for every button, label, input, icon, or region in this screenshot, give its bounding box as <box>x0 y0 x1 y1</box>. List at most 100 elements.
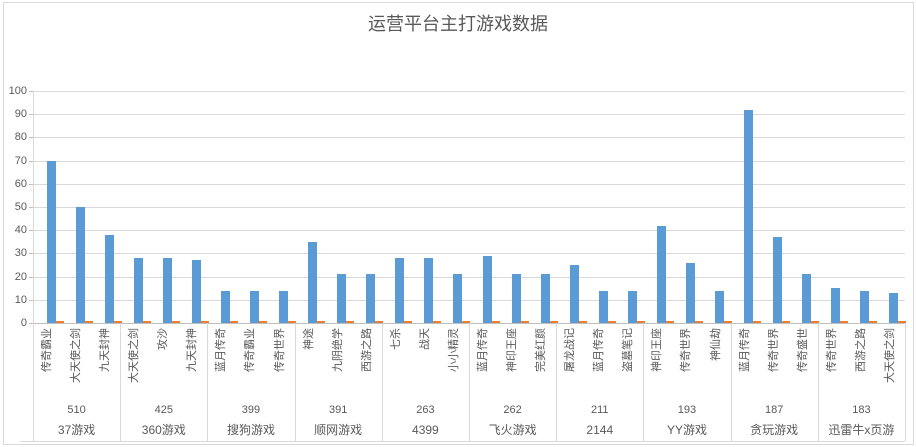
y-axis-line <box>33 91 34 323</box>
bar-secondary[interactable] <box>346 321 355 323</box>
gridline <box>33 160 905 162</box>
bar-secondary[interactable] <box>84 321 93 323</box>
bar-secondary[interactable] <box>869 321 878 323</box>
y-axis-tick-label: 50 <box>14 201 27 213</box>
bar-primary[interactable] <box>744 109 754 323</box>
gridline <box>33 114 905 116</box>
platform-label: 360游戏 <box>141 423 186 437</box>
bar-secondary[interactable] <box>840 321 849 323</box>
bar-secondary[interactable] <box>753 321 762 323</box>
bar-secondary[interactable] <box>520 321 529 323</box>
bar-secondary[interactable] <box>811 321 820 323</box>
bar-primary[interactable] <box>220 290 230 323</box>
bar-primary[interactable] <box>715 290 725 323</box>
bar-secondary[interactable] <box>258 321 267 323</box>
bar-primary[interactable] <box>104 234 114 323</box>
game-label: 蓝月传奇 <box>215 328 228 372</box>
game-label: 神仙劫 <box>709 328 722 361</box>
bar-secondary[interactable] <box>782 321 791 323</box>
game-label: 传奇世界 <box>825 328 838 372</box>
bar-secondary[interactable] <box>317 321 326 323</box>
bar-secondary[interactable] <box>694 321 703 323</box>
y-axis-tick-label: 10 <box>14 293 27 306</box>
game-label-cell: 传奇霸业 <box>33 328 62 403</box>
bar-secondary[interactable] <box>549 321 558 323</box>
group-number-label: 187 <box>765 404 784 416</box>
bar-secondary[interactable] <box>491 321 500 323</box>
bar-primary[interactable] <box>308 241 318 323</box>
y-axis-tick-mark <box>29 114 33 116</box>
y-axis-tick-mark <box>29 137 33 139</box>
bar-secondary[interactable] <box>288 321 297 323</box>
bar-secondary[interactable] <box>229 321 238 323</box>
group-separator <box>294 323 296 441</box>
game-label: 神途 <box>302 328 315 350</box>
chart-title: 运营平台主打游戏数据 <box>368 14 548 34</box>
game-label: 九天封神 <box>186 328 199 372</box>
bar-secondary[interactable] <box>375 321 384 323</box>
bar-secondary[interactable] <box>462 321 471 323</box>
game-label-cell: 传奇霸业 <box>236 328 265 403</box>
y-axis-tick-label: 70 <box>14 154 27 167</box>
platform-label: 37游戏 <box>57 423 96 437</box>
bar-secondary[interactable] <box>200 321 209 323</box>
group-number-label: 193 <box>677 404 697 416</box>
bar-secondary[interactable] <box>171 321 180 323</box>
bar-secondary[interactable] <box>898 321 907 323</box>
bar-primary[interactable] <box>511 274 521 323</box>
bar-primary[interactable] <box>540 274 550 323</box>
bar-primary[interactable] <box>249 290 259 323</box>
bar-primary[interactable] <box>453 274 463 323</box>
gridline <box>33 183 905 185</box>
bar-primary[interactable] <box>133 258 143 323</box>
platform-label: 搜狗游戏 <box>226 423 275 437</box>
bar-primary[interactable] <box>337 274 347 323</box>
bar-primary[interactable] <box>162 258 172 323</box>
platform-label: 飞火游戏 <box>488 423 537 437</box>
y-axis-tick-mark <box>29 207 33 208</box>
game-label: 传奇霸业 <box>41 328 53 372</box>
bar-primary[interactable] <box>889 292 899 323</box>
game-label-cell: 传奇世界 <box>266 328 295 403</box>
gridline <box>33 276 905 278</box>
bar-primary[interactable] <box>656 225 666 323</box>
bar-secondary[interactable] <box>113 321 122 323</box>
game-label-cell: 西游之路 <box>847 328 876 403</box>
bar-secondary[interactable] <box>404 321 413 323</box>
bar-primary[interactable] <box>860 290 870 323</box>
bar-primary[interactable] <box>685 262 695 323</box>
bar-secondary[interactable] <box>433 321 442 323</box>
bar-primary[interactable] <box>46 160 56 323</box>
bar-primary[interactable] <box>366 274 376 323</box>
platform-label: 2144 <box>586 423 614 437</box>
group-number-label: 391 <box>329 404 348 416</box>
bar-primary[interactable] <box>773 237 783 323</box>
bar-secondary[interactable] <box>636 321 645 323</box>
group-separator <box>120 323 122 441</box>
bar-secondary[interactable] <box>607 321 616 323</box>
bar-secondary[interactable] <box>142 321 151 323</box>
game-label-cell: 大天使之剑 <box>120 328 149 403</box>
group-number-label: 183 <box>852 404 871 416</box>
bar-primary[interactable] <box>75 207 85 323</box>
bar-primary[interactable] <box>395 258 405 323</box>
bar-primary[interactable] <box>831 288 841 323</box>
game-label: 神印王座 <box>651 328 664 372</box>
bar-secondary[interactable] <box>665 321 674 323</box>
bar-primary[interactable] <box>569 265 579 323</box>
bar-primary[interactable] <box>279 290 289 323</box>
y-axis-tick-mark <box>29 160 33 162</box>
bar-primary[interactable] <box>482 255 492 323</box>
bar-primary[interactable] <box>191 260 201 323</box>
game-label: 传奇世界 <box>273 328 286 372</box>
bar-primary[interactable] <box>598 290 608 323</box>
bar-primary[interactable] <box>802 274 812 323</box>
bar-secondary[interactable] <box>578 321 587 323</box>
game-label: 大天使之剑 <box>128 328 141 383</box>
bar-primary[interactable] <box>627 290 637 323</box>
game-label: 完美红颜 <box>535 328 548 372</box>
bar-primary[interactable] <box>424 258 434 323</box>
bar-secondary[interactable] <box>55 321 64 323</box>
bar-secondary[interactable] <box>724 321 733 323</box>
